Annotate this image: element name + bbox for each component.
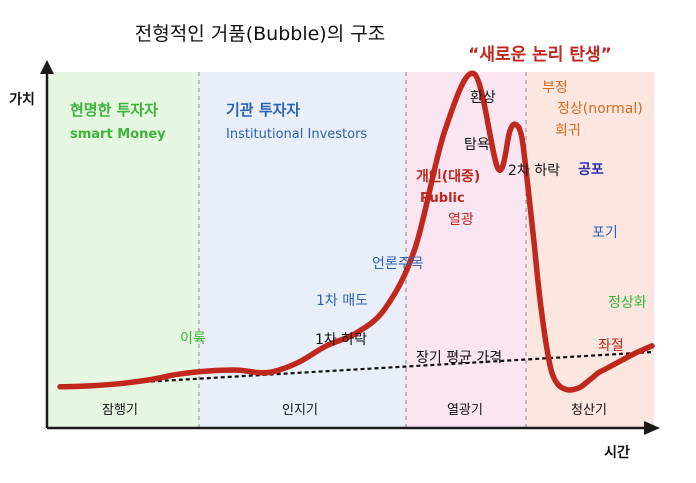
- chart-subtitle: “새로운 논리 탄생”: [468, 45, 612, 65]
- annotation-denial: 부정: [542, 80, 568, 96]
- annotation-fear: 공포: [578, 162, 604, 178]
- y-axis-arrow-icon: [40, 60, 54, 74]
- phase-label-awareness: 인지기: [282, 403, 318, 418]
- annotation-greed: 탐욕: [464, 137, 490, 153]
- annotation-capitulation: 포기: [592, 225, 618, 241]
- annotation-long-term-average: 장기 평균 가격: [416, 350, 502, 366]
- annotation-first-sell: 1차 매도: [316, 293, 368, 309]
- phase-band-stealth: [47, 72, 199, 428]
- x-axis-label: 시간: [604, 444, 630, 461]
- annotation-enthusiasm: 열광: [448, 212, 474, 228]
- phase-label-blowoff: 청산기: [571, 403, 607, 418]
- phase-band-blowoff: [526, 72, 654, 428]
- phase-label-stealth: 잠행기: [102, 402, 138, 418]
- annotation-first-drop: 1차 하락: [315, 332, 367, 348]
- annotation-media-attention: 언론주목: [372, 256, 424, 272]
- phase-band-awareness: [199, 72, 406, 428]
- annotation-delusion: 환상: [470, 90, 496, 106]
- phase-band-mania: [406, 72, 526, 428]
- y-axis-label: 가치: [9, 92, 35, 108]
- actor-institutional-subtitle: Institutional Investors: [226, 127, 367, 142]
- value-curve: [57, 70, 655, 393]
- phase-label-mania: 열광기: [447, 403, 483, 418]
- actor-institutional-title: 기관 투자자: [226, 101, 300, 119]
- chart-title: 전형적인 거품(Bubble)의 구조: [135, 23, 385, 45]
- long-term-average-line: [59, 350, 653, 388]
- annotation-public: 개인(대중): [416, 168, 480, 185]
- annotation-public-en: Public: [420, 191, 465, 206]
- actor-smart-money-subtitle: smart Money: [70, 127, 166, 142]
- annotation-takeoff: 이륙: [180, 331, 206, 347]
- actor-smart-money-title: 현명한 투자자: [70, 101, 158, 119]
- annotation-despair: 좌절: [598, 338, 624, 354]
- x-axis-arrow-icon: [644, 421, 660, 435]
- annotation-return-to-normal: 정상(normal): [557, 101, 643, 117]
- annotation-second-drop: 2차 하락: [508, 163, 560, 179]
- annotation-normalization: 정상화: [608, 295, 647, 311]
- annotation-return: 회귀: [555, 123, 581, 139]
